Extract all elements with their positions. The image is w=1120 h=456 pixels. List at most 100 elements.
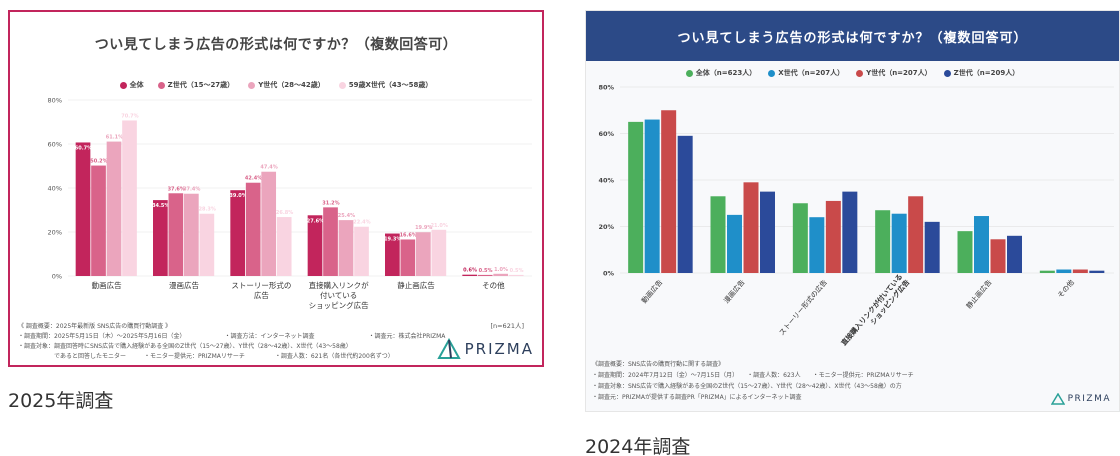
legend-label: 全体: [129, 81, 144, 89]
legend-label: X世代（n=207人）: [778, 69, 845, 77]
legend-swatch: [119, 81, 127, 89]
bar-chart-2024: 0% 20% 40% 60% 80% 動画広告 漫画広告 ストーリー形式の広告 直接購入リンクが…: [598, 84, 1114, 347]
bar: [727, 214, 742, 273]
data-label: 47.4%: [260, 165, 277, 171]
x-tick-label-group: その他: [1056, 278, 1076, 300]
bar: [199, 213, 215, 276]
data-label: 39.0%: [229, 193, 246, 199]
bar: [908, 196, 924, 273]
legend-swatch: [248, 81, 256, 89]
x-tick-label-group: 動画広告: [639, 278, 664, 305]
bar: [493, 273, 509, 276]
sample-size-label: [n=621人]: [490, 322, 524, 330]
data-label: 0.6%: [463, 268, 477, 274]
bar: [1007, 235, 1022, 273]
data-label: 16.6%: [400, 232, 417, 238]
bar: [75, 142, 91, 276]
prizma-logo: PRIZMA: [436, 338, 534, 360]
bar: [338, 220, 354, 276]
bar: [416, 232, 431, 276]
bar: [477, 274, 493, 276]
legend-label: 59歳X世代（43〜58歳）: [348, 81, 433, 89]
bar: [990, 239, 1006, 273]
y-tick-label: 60%: [598, 130, 614, 138]
bar: [842, 191, 858, 273]
logo-text: PRIZMA: [464, 340, 534, 358]
bar: [661, 110, 677, 273]
note-line: ・調査期間：2024年7月12日（金）〜7月15日（月） ・調査人数：623人 …: [592, 372, 914, 379]
data-label: 60.7%: [75, 145, 92, 151]
bar: [677, 135, 693, 273]
bar: [792, 203, 808, 273]
legend-label: Z世代（n=209人）: [953, 69, 1020, 77]
y-tick-label: 60%: [48, 141, 62, 149]
y-tick-label: 80%: [48, 97, 62, 105]
y-tick-label: 20%: [48, 229, 62, 237]
legend: 全体 Z世代（15〜27歳） Y世代（28〜42歳） 59歳X世代（43〜58歳…: [10, 80, 542, 90]
legend-swatch: [338, 81, 346, 89]
x-tick-label: ショッピング広告: [309, 300, 369, 310]
bar: [508, 274, 524, 276]
bar: [245, 182, 261, 276]
bar: [106, 141, 122, 276]
data-label: 19.9%: [415, 225, 432, 231]
bar: [974, 216, 989, 273]
data-label: 42.4%: [245, 176, 262, 182]
legend-item: Y世代（28〜42歳）: [248, 80, 325, 90]
header-band: [586, 11, 1119, 61]
bar: [276, 217, 292, 276]
legend-item: 全体: [119, 80, 144, 90]
legend-swatch: [768, 69, 776, 77]
bar-chart-2025: 0% 20% 40% 60% 80% 60.7% 50.2% 61.1% 70.7% 動画広告 34…: [48, 97, 532, 310]
bar: [400, 239, 416, 276]
bar: [261, 171, 277, 276]
bar: [122, 120, 137, 277]
bar: [628, 121, 644, 273]
legend-item: Z世代（15〜27歳）: [157, 80, 234, 90]
note-line: ・調査対象：SNS広告で購入経験がある全国のZ世代（15〜27歳）、Y世代（28…: [592, 383, 902, 390]
data-label: 21.0%: [431, 223, 448, 229]
bar: [710, 196, 726, 273]
bar: [184, 193, 199, 276]
legend: 全体（n=623人） X世代（n=207人） Y世代（n=207人） Z世代（n…: [586, 68, 1119, 78]
data-label: 31.2%: [322, 200, 339, 206]
note-line: ・調査元：PRIZMAが提供する調査PR「PRIZMA」によるインターネット調査: [592, 394, 802, 401]
chart-title: つい見てしまう広告の形式は何ですか？（複数回答可）: [677, 31, 1028, 46]
x-tick-label: ストーリー形式の広告: [777, 278, 829, 337]
bar: [323, 207, 338, 276]
x-tick-label: その他: [1056, 278, 1076, 300]
y-tick-label: 0%: [52, 273, 62, 281]
prizma-logo-icon: [436, 338, 461, 359]
data-label: 19.3%: [384, 237, 401, 243]
data-label: 25.4%: [338, 213, 355, 219]
data-label: 28.3%: [199, 207, 216, 213]
bar: [385, 233, 400, 276]
x-tick-label: 静止画広告: [964, 278, 993, 311]
data-label: 27.6%: [307, 218, 324, 224]
note-line: ・調査対象：調査回答時にSNS広告で購入経験がある全国のZ世代（15〜27歳）、…: [18, 343, 352, 350]
data-label: 61.1%: [106, 135, 123, 141]
bar: [743, 182, 759, 273]
bar: [462, 274, 478, 276]
bar: [354, 226, 369, 276]
bar: [153, 200, 168, 276]
bar: [91, 165, 106, 276]
x-tick-label: 広告: [254, 290, 269, 300]
bar: [1072, 269, 1088, 273]
data-label: 50.2%: [90, 159, 107, 165]
survey-notes: 《調査概要：SNS広告の購買行動に関する調査》 ・調査期間：2024年7月12日…: [592, 359, 1112, 403]
bar: [825, 200, 841, 273]
bar: [1039, 270, 1055, 273]
y-tick-label: 80%: [598, 84, 614, 92]
data-label: 37.4%: [183, 187, 200, 193]
bar: [644, 119, 660, 273]
x-tick-label: 動画広告: [92, 280, 122, 290]
bar: [307, 215, 323, 276]
caption-2024: 2024年調査: [585, 436, 691, 456]
x-tick-label: 直接購入リンクが付いている: [839, 272, 904, 347]
data-label: 26.8%: [276, 210, 293, 216]
y-tick-label: 20%: [598, 223, 614, 231]
caption-2025: 2025年調査: [8, 390, 114, 412]
x-tick-label: その他: [482, 280, 505, 290]
